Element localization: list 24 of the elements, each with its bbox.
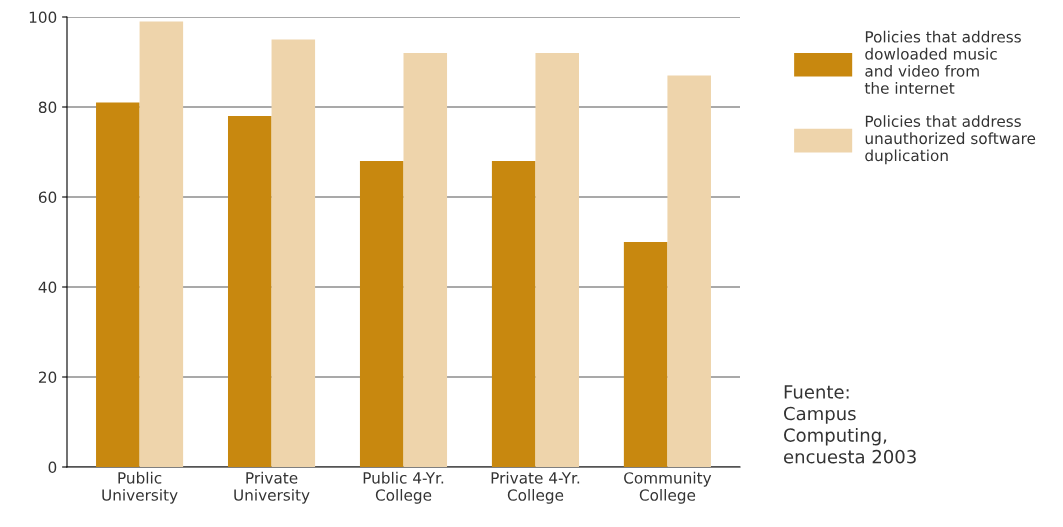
x-tick-label: Private 4-Yr. College: [491, 471, 580, 504]
bar: [535, 53, 580, 467]
bar: [491, 161, 536, 467]
y-tick-label: 100: [29, 11, 57, 24]
bar: [96, 102, 140, 467]
bar: [623, 242, 668, 467]
x-tick-label: Public University: [102, 471, 178, 504]
y-tick-label: 0: [48, 461, 57, 474]
x-tick-label: Public 4-Yr. College: [363, 471, 444, 504]
bar: [403, 53, 448, 467]
bar: [227, 116, 272, 467]
y-tick-label: 80: [38, 101, 57, 114]
bar: [271, 39, 316, 467]
y-tick-label: 20: [38, 371, 57, 384]
bar: [359, 161, 404, 467]
y-tick-label: 60: [38, 191, 57, 204]
legend-label: Policies that address unauthorized software duplication: [865, 115, 1036, 165]
legend-label: Policies that address dowloaded music and video from the internet: [864, 30, 1021, 94]
bar: [667, 75, 711, 467]
x-tick-label: Community College: [624, 471, 712, 504]
source-note: Fuente: Campus Computing, encuesta 2003: [784, 385, 916, 464]
bar: [139, 21, 184, 467]
x-tick-label: Private University: [234, 471, 310, 504]
y-tick-label: 40: [38, 281, 57, 294]
